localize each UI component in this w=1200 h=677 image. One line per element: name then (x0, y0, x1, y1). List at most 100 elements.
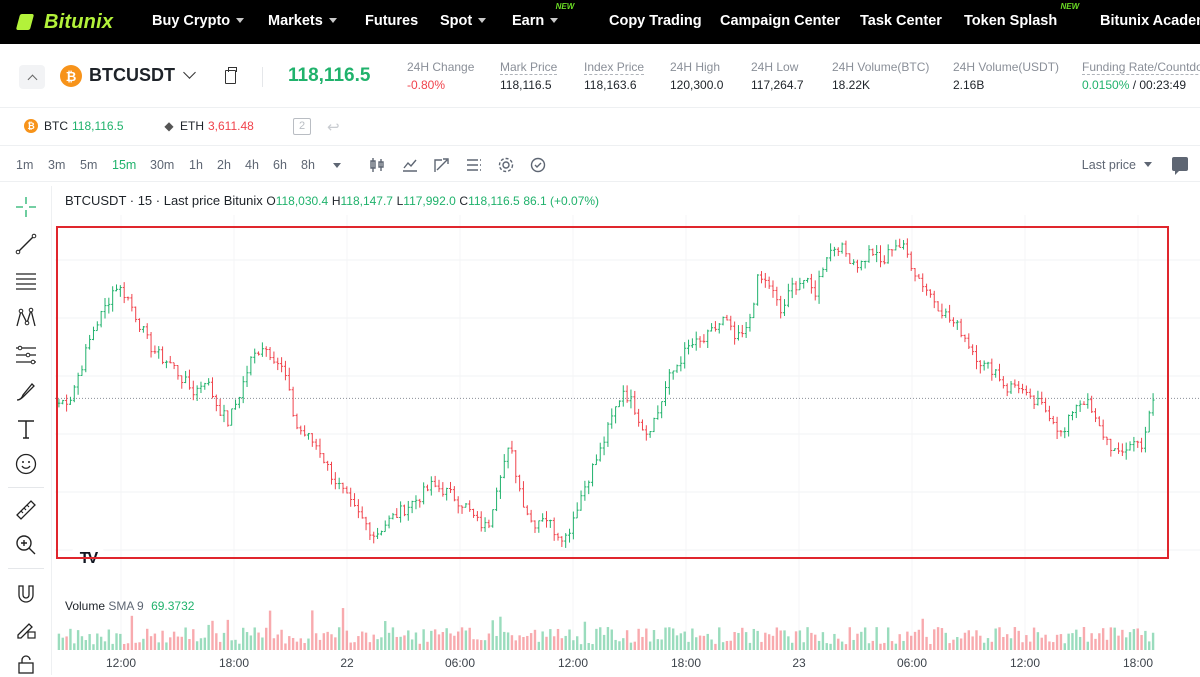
legend-high: 118,147.7 (340, 194, 393, 208)
volume-bar (733, 632, 736, 650)
volume-bar (288, 636, 291, 650)
volume-bar (422, 629, 425, 650)
tf-8h[interactable]: 8h (301, 158, 315, 172)
nav-markets[interactable]: Markets (268, 13, 337, 29)
fav-eth[interactable]: ◆ ETH 3,611.48 (162, 119, 253, 133)
volume-bar (1144, 630, 1147, 650)
volume-bar (568, 629, 571, 650)
tf-3m[interactable]: 3m (48, 158, 66, 172)
text-tool[interactable] (13, 416, 39, 442)
volume-bar (295, 641, 299, 650)
collapse-button[interactable] (19, 65, 45, 89)
lock-drawing-tool[interactable] (13, 616, 39, 642)
stat-value: -0.80% (407, 78, 446, 92)
nav-earn[interactable]: Earn NEW (512, 2, 574, 29)
volume-bar (933, 629, 936, 650)
fav-btc[interactable]: ₿ BTC 118,116.5 (24, 119, 124, 133)
chat-icon[interactable] (1172, 157, 1188, 175)
pattern-icon (16, 307, 36, 327)
new-badge: NEW (555, 2, 575, 11)
volume-bar (848, 627, 851, 650)
volume-bar (1082, 627, 1086, 650)
time-label: 12:00 (557, 656, 589, 670)
indicators-icon[interactable] (401, 156, 419, 174)
volume-bar (890, 641, 894, 650)
volume-bar (1002, 636, 1005, 650)
brush-tool[interactable] (13, 379, 39, 405)
settings-icon[interactable] (497, 156, 515, 174)
fav-name: BTC (44, 119, 68, 133)
nav-bitunix-academy[interactable]: Bitunix Academy (1100, 13, 1200, 29)
undo-icon[interactable]: ↩ (327, 119, 340, 136)
volume-bar (1075, 629, 1078, 650)
layout-count-icon[interactable]: 2 (293, 118, 311, 135)
pattern-tool[interactable] (13, 305, 39, 331)
drawing-icon[interactable] (433, 156, 451, 174)
volume-bar (721, 642, 725, 650)
volume-bar (464, 630, 468, 650)
volume-bar (284, 643, 287, 650)
volume-bar (414, 632, 418, 650)
tf-2h[interactable]: 2h (217, 158, 231, 172)
symbol-selector[interactable]: BTCUSDT (89, 65, 175, 85)
crosshair-tool[interactable] (13, 194, 39, 220)
magnet-tool[interactable] (13, 581, 39, 607)
tf-1m[interactable]: 1m (16, 158, 34, 172)
horizontal-lines-tool[interactable] (13, 268, 39, 294)
tf-4h[interactable]: 4h (245, 158, 259, 172)
volume-bar (963, 632, 967, 650)
volume-bar (280, 629, 283, 650)
volume-bar (599, 627, 602, 650)
volume-label: Volume (65, 599, 106, 613)
tradingview-logo[interactable]: TV (72, 548, 104, 570)
bitunix-logo[interactable]: Bitunix (18, 11, 138, 34)
timeframe-more-icon[interactable] (333, 163, 341, 168)
lock-tool[interactable] (13, 651, 39, 677)
tf-6h[interactable]: 6h (273, 158, 287, 172)
nav-spot[interactable]: Spot (440, 13, 487, 29)
volume-bar (387, 632, 391, 650)
volume-bar (234, 639, 237, 650)
volume-bar (648, 641, 652, 650)
chevron-down-icon (328, 18, 337, 23)
zoom-tool[interactable] (13, 532, 39, 558)
emoji-tool[interactable] (13, 451, 39, 477)
tf-5m[interactable]: 5m (80, 158, 98, 172)
volume-bar (790, 642, 794, 650)
volume-bar (349, 642, 352, 650)
volume-bar (311, 610, 314, 650)
volume-bar (975, 630, 978, 650)
nav-task-center[interactable]: Task Center (860, 13, 942, 29)
nav-buy-crypto[interactable]: Buy Crypto (152, 13, 245, 29)
nav-futures[interactable]: Futures (365, 13, 418, 29)
volume-bar (65, 636, 68, 650)
volume-bar (1136, 628, 1139, 650)
volume-bar (1086, 641, 1090, 650)
price-chart[interactable] (55, 215, 1200, 655)
chevron-down-icon[interactable] (183, 66, 196, 79)
nav-copy-trading[interactable]: Copy Trading (609, 13, 702, 29)
fib-tool[interactable] (13, 342, 39, 368)
volume-bar (810, 632, 813, 650)
candle-style-icon[interactable] (369, 156, 387, 174)
volume-bar (956, 637, 959, 650)
nav-campaign-center[interactable]: Campaign Center (720, 13, 840, 29)
nav-token-splash[interactable]: Token Splash NEW (964, 2, 1079, 29)
volume-bar (57, 633, 61, 650)
volume-bar (902, 640, 905, 650)
tf-1h[interactable]: 1h (189, 158, 203, 172)
volume-bar (948, 643, 951, 650)
tf-30m[interactable]: 30m (150, 158, 175, 172)
price-type-select[interactable]: Last price (1082, 158, 1152, 172)
volume-bar (276, 634, 279, 650)
tf-15m[interactable]: 15m (112, 158, 137, 172)
volume-bar (806, 627, 809, 650)
legend-low: 117,992.0 (403, 194, 456, 208)
screenshot-icon[interactable] (529, 156, 547, 174)
templates-icon[interactable] (465, 156, 483, 174)
stat-value: 120,300.0 (670, 78, 724, 92)
trendline-tool[interactable] (13, 231, 39, 257)
ruler-tool[interactable] (13, 497, 39, 523)
volume-bar (403, 635, 406, 650)
clipboard-icon[interactable] (225, 67, 237, 84)
